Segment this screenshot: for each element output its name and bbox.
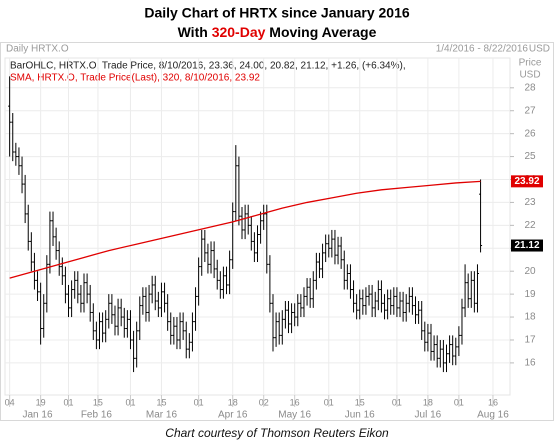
y-tick-label: 17 [524, 335, 536, 346]
x-tick-label: 01 [64, 397, 74, 407]
x-tick-label: 01 [125, 397, 135, 407]
panel-frame [0, 42, 554, 421]
month-label: Mar 16 [146, 410, 178, 421]
y-tick-label: 28 [524, 82, 536, 93]
x-tick-label: 18 [423, 397, 433, 407]
x-tick-label: 19 [36, 397, 46, 407]
y-tick-label: 19 [524, 289, 536, 300]
y-tick-label: 22 [524, 220, 536, 231]
sma-line [9, 180, 481, 279]
x-tick-label: 04 [5, 397, 15, 407]
close-last-label: 21.12 [514, 240, 539, 251]
x-tick-label: 15 [156, 397, 166, 407]
y-tick-label: 23 [524, 197, 536, 208]
sma-last-box [511, 175, 543, 188]
x-tick-label: 01 [392, 397, 402, 407]
y-tick-label: 26 [524, 128, 536, 139]
sma-last-label: 23.92 [514, 176, 539, 187]
x-tick-label: 01 [194, 397, 204, 407]
y-axis-label: Price [519, 58, 542, 69]
subtitle-highlight: 320-Day [212, 24, 266, 40]
x-tick-label: 01 [454, 397, 464, 407]
close-last-box [511, 239, 543, 252]
month-label: Jun 16 [345, 410, 375, 421]
x-tick-label: 01 [324, 397, 334, 407]
month-label: Jan 16 [23, 410, 53, 421]
x-tick-label: 18 [228, 397, 238, 407]
source-note: Chart courtesy of Thomson Reuters Eikon [165, 426, 389, 440]
month-label: Jul 16 [415, 410, 442, 421]
y-tick-label: 27 [524, 105, 536, 116]
month-label: Apr 16 [218, 410, 248, 421]
x-tick-label: 16 [488, 397, 498, 407]
legend-sma: SMA, HRTX.O, Trade Price(Last), 320, 8/1… [10, 73, 260, 84]
y-axis-unit: USD [519, 70, 540, 81]
y-tick-label: 25 [524, 151, 536, 162]
chart-title: Daily Chart of HRTX since January 2016 [144, 5, 410, 21]
date-range: 1/4/2016 - 8/22/2016 [436, 44, 529, 55]
instrument-label: Daily HRTX.O [6, 44, 69, 55]
x-tick-label: 02 [259, 397, 269, 407]
subtitle-part: Moving Average [269, 24, 376, 40]
x-tick-label: 16 [290, 397, 300, 407]
chart-subtitle: With 320-Day Moving Average [178, 24, 377, 40]
y-tick-label: 16 [524, 358, 536, 369]
x-tick-label: 15 [355, 397, 365, 407]
header-unit: USD [529, 44, 550, 55]
y-tick-label: 20 [524, 266, 536, 277]
month-label: Feb 16 [81, 410, 113, 421]
legend-ohlc: BarOHLC, HRTX.O, Trade Price, 8/10/2016,… [10, 61, 406, 72]
month-label: Aug 16 [477, 410, 509, 421]
x-tick-label: 15 [93, 397, 103, 407]
plot-area [4, 57, 511, 396]
y-tick-label: 18 [524, 312, 536, 323]
month-label: May 16 [278, 410, 311, 421]
subtitle-part: With [178, 24, 208, 40]
